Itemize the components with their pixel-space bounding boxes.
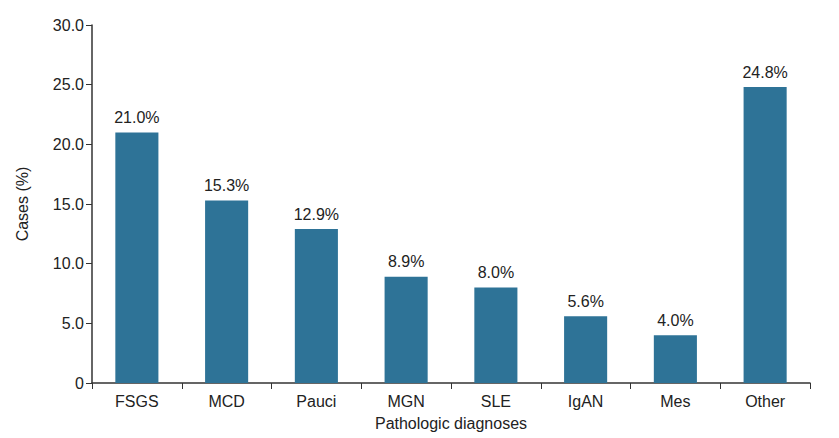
svg-text:24.8%: 24.8% bbox=[742, 64, 787, 81]
svg-text:10.0: 10.0 bbox=[53, 255, 84, 272]
svg-text:15.3%: 15.3% bbox=[204, 177, 249, 194]
svg-text:FSGS: FSGS bbox=[115, 393, 159, 410]
svg-text:5.0: 5.0 bbox=[62, 315, 84, 332]
svg-text:4.0%: 4.0% bbox=[657, 312, 693, 329]
svg-text:MGN: MGN bbox=[387, 393, 424, 410]
svg-text:MCD: MCD bbox=[208, 393, 244, 410]
svg-text:30.0: 30.0 bbox=[53, 17, 84, 34]
svg-text:21.0%: 21.0% bbox=[114, 109, 159, 126]
svg-text:Pauci: Pauci bbox=[296, 393, 336, 410]
svg-text:Other: Other bbox=[745, 393, 786, 410]
svg-text:15.0: 15.0 bbox=[53, 196, 84, 213]
svg-text:8.0%: 8.0% bbox=[478, 264, 514, 281]
svg-text:12.9%: 12.9% bbox=[294, 206, 339, 223]
svg-text:5.6%: 5.6% bbox=[567, 293, 603, 310]
svg-text:8.9%: 8.9% bbox=[388, 253, 424, 270]
svg-text:Pathologic diagnoses: Pathologic diagnoses bbox=[375, 415, 527, 432]
svg-text:IgAN: IgAN bbox=[568, 393, 604, 410]
svg-text:20.0: 20.0 bbox=[53, 136, 84, 153]
svg-text:0: 0 bbox=[75, 375, 84, 392]
svg-text:SLE: SLE bbox=[481, 393, 511, 410]
svg-text:Cases (%): Cases (%) bbox=[14, 167, 31, 242]
svg-text:Mes: Mes bbox=[660, 393, 690, 410]
svg-text:25.0: 25.0 bbox=[53, 76, 84, 93]
